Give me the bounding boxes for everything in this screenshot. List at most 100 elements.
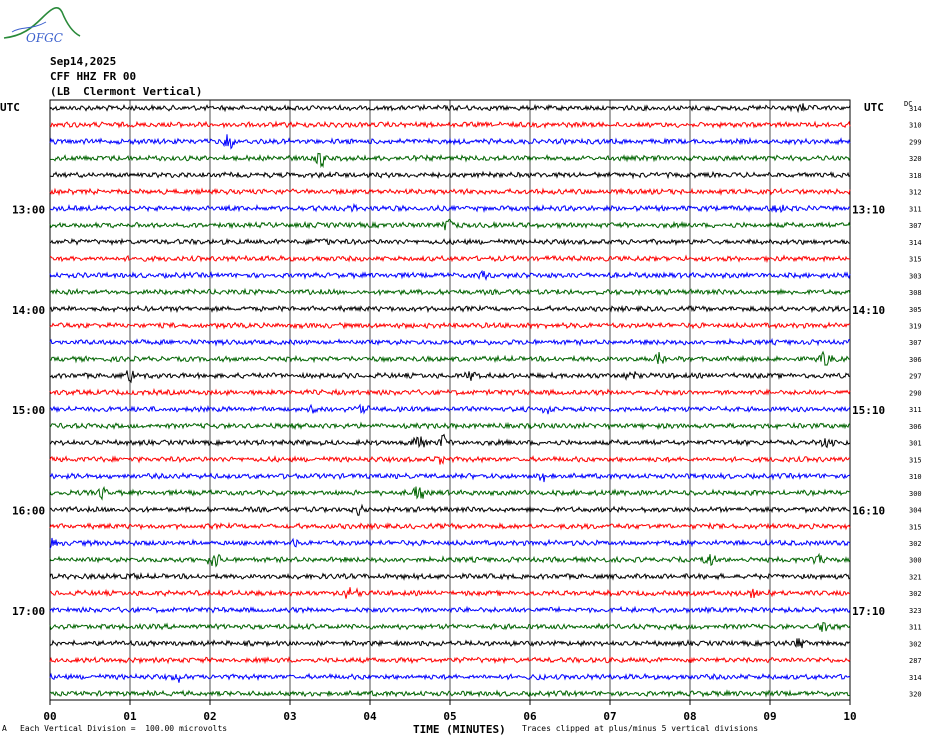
dc-offset-label: 307 — [909, 339, 922, 347]
dc-offset-label: 302 — [909, 540, 922, 548]
seismic-trace — [49, 571, 851, 581]
dc-offset-label: 303 — [909, 272, 922, 280]
seismic-trace — [49, 552, 851, 568]
seismic-trace — [49, 403, 851, 415]
seismic-trace — [49, 350, 851, 366]
dc-offset-label: 311 — [909, 406, 922, 414]
dc-label: DC — [904, 100, 912, 108]
seismic-trace — [49, 587, 851, 599]
x-tick-label: 02 — [203, 710, 216, 723]
right-time-label: 15:10 — [852, 404, 885, 417]
dc-offset-label: 297 — [909, 373, 922, 381]
dc-offset-label: 319 — [909, 322, 922, 330]
dc-offset-label: 315 — [909, 456, 922, 464]
x-tick-label: 05 — [443, 710, 456, 723]
left-time-label: 16:00 — [12, 505, 45, 518]
left-unit-label: UTC — [0, 101, 20, 114]
seismic-trace — [49, 387, 851, 397]
x-axis-title: TIME (MINUTES) — [413, 723, 506, 736]
seismic-trace — [49, 622, 851, 632]
dc-offset-label: 312 — [909, 189, 922, 197]
seismic-trace — [49, 321, 851, 330]
seismic-trace — [49, 689, 851, 699]
ofgc-logo: OFGC — [3, 6, 81, 45]
seismic-trace — [49, 471, 851, 483]
label-group: 00 01 02 03 04 05 06 07 08 09 10 UTC UTC DC TIME (MINU… — [0, 100, 922, 736]
chart-location: (LB Clermont Vertical) — [50, 85, 203, 98]
seismic-trace — [49, 103, 851, 114]
seismic-trace — [49, 638, 851, 649]
footer-mark: A — [2, 724, 7, 733]
chart-channel: CFF HHZ FR 00 — [50, 70, 137, 83]
dc-offset-label: 301 — [909, 440, 922, 448]
dc-offset-label: 315 — [909, 523, 922, 531]
seismic-trace — [49, 672, 851, 683]
seismic-trace — [49, 134, 851, 150]
dc-offset-label: 320 — [909, 155, 922, 163]
right-time-label: 14:10 — [852, 304, 885, 317]
dc-offset-label: 310 — [909, 122, 922, 130]
seismic-trace — [49, 152, 851, 169]
seismic-trace — [49, 202, 851, 214]
seismic-trace — [49, 370, 851, 384]
dc-offset-label: 320 — [909, 691, 922, 699]
x-tick-label: 09 — [763, 710, 776, 723]
logo-wave-icon — [11, 21, 47, 33]
right-time-label: 13:10 — [852, 203, 885, 216]
dc-offset-label: 302 — [909, 640, 922, 648]
plot-grid — [49, 99, 851, 705]
dc-offset-label: 300 — [909, 557, 922, 565]
dc-offset-label: 307 — [909, 222, 922, 230]
seismic-trace — [49, 120, 851, 130]
dc-offset-label: 314 — [909, 674, 922, 682]
dc-offset-label: 311 — [909, 624, 922, 632]
x-tick-label: 08 — [683, 710, 696, 723]
dc-offset-label: 287 — [909, 657, 922, 665]
left-time-label: 13:00 — [12, 203, 45, 216]
seismic-trace — [49, 537, 851, 549]
seismic-trace — [49, 218, 851, 231]
seismic-trace — [49, 287, 851, 297]
seismic-trace — [49, 521, 851, 531]
x-tick-label: 10 — [843, 710, 856, 723]
dc-offset-label: 299 — [909, 138, 922, 146]
dc-offset-label: 315 — [909, 256, 922, 264]
x-tick-label: 04 — [363, 710, 377, 723]
seismic-trace — [49, 486, 851, 501]
dc-offset-label: 290 — [909, 389, 922, 397]
seismic-trace — [49, 421, 851, 431]
dc-offset-label: 306 — [909, 356, 922, 364]
left-time-label: 17:00 — [12, 605, 45, 618]
seismic-trace — [49, 337, 851, 347]
dc-offset-label: 308 — [909, 289, 922, 297]
left-time-label: 15:00 — [12, 404, 45, 417]
seismic-trace — [49, 455, 851, 465]
footer-clip: Traces clipped at plus/minus 5 vertical … — [522, 724, 759, 733]
dc-offset-label: 300 — [909, 490, 922, 498]
chart-date: Sep14,2025 — [50, 55, 117, 68]
seismic-trace — [49, 503, 851, 516]
dc-offset-label: 311 — [909, 205, 922, 213]
seismic-trace — [49, 237, 851, 247]
dc-offset-label: 306 — [909, 423, 922, 431]
dc-offset-label: 310 — [909, 473, 922, 481]
x-tick-label: 00 — [43, 710, 56, 723]
logo-mountain-icon — [3, 6, 81, 39]
right-time-label: 17:10 — [852, 605, 885, 618]
dc-offset-label: 321 — [909, 573, 922, 581]
dc-offset-label: 305 — [909, 306, 922, 314]
dc-offset-label: 302 — [909, 590, 922, 598]
x-tick-label: 07 — [603, 710, 616, 723]
logo-text: OFGC — [26, 31, 63, 45]
left-time-label: 14:00 — [12, 304, 45, 317]
seismic-trace — [49, 269, 851, 282]
dc-offset-label: 314 — [909, 105, 922, 113]
right-unit-label: UTC — [864, 101, 884, 114]
dc-offset-label: 323 — [909, 607, 922, 615]
seismic-trace — [49, 605, 851, 615]
right-time-label: 16:10 — [852, 505, 885, 518]
seismic-trace — [49, 656, 851, 665]
seismic-trace — [49, 433, 851, 449]
footer-scale: Each Vertical Division = 100.00 microvol… — [20, 724, 228, 733]
